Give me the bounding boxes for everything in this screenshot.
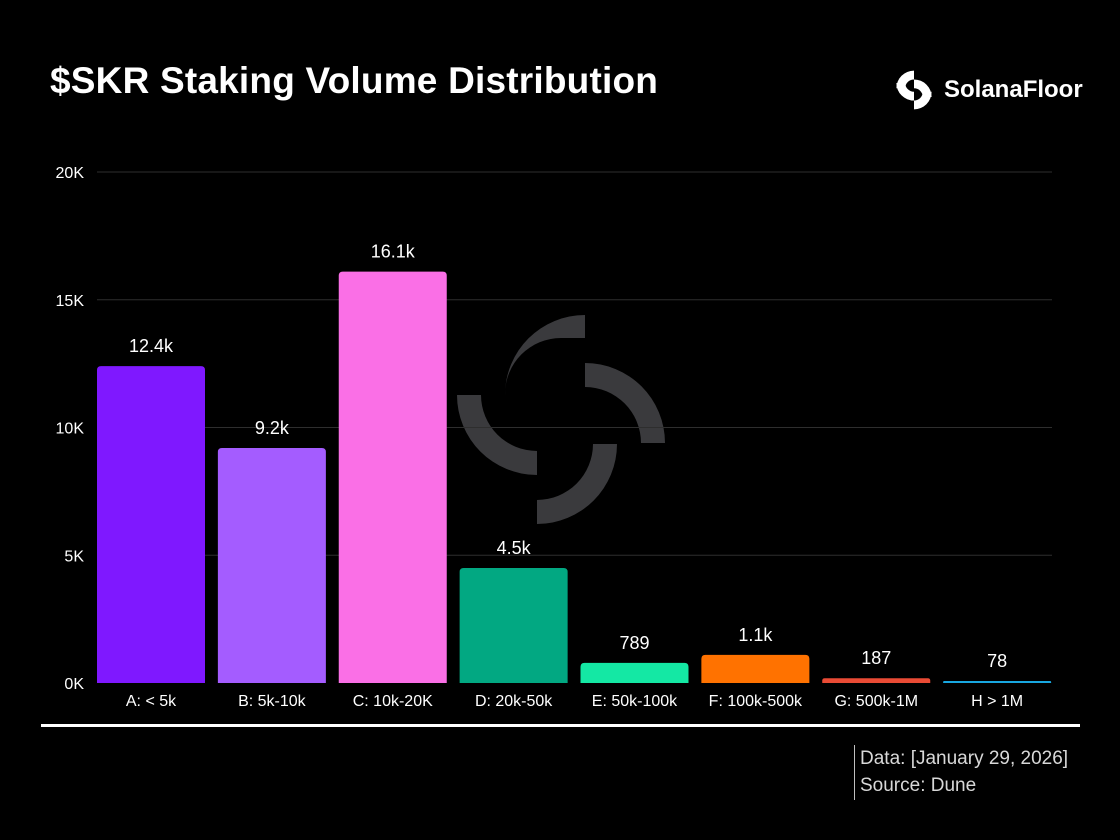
solanafloor-logo-icon — [896, 70, 932, 110]
footer-source: Data: [January 29, 2026] Source: Dune — [854, 745, 1068, 800]
brand-logo: SolanaFloor — [892, 68, 1083, 112]
data-date: Data: [January 29, 2026] — [860, 748, 1069, 769]
bar — [580, 662, 689, 683]
x-tick-label: C: 10k-20K — [353, 693, 433, 710]
y-tick-label: 15K — [56, 293, 85, 310]
bar-value-label: 1.1k — [738, 625, 773, 645]
bar — [701, 654, 810, 683]
bar — [338, 271, 447, 683]
brand-name: SolanaFloor — [944, 76, 1083, 103]
y-tick-label: 10K — [56, 421, 85, 438]
y-tick-label: 20K — [56, 165, 85, 182]
y-axis: 0K 5K 10K 15K 20K — [56, 165, 85, 693]
x-tick-label: B: 5k-10k — [238, 693, 307, 710]
x-tick-label: H > 1M — [971, 693, 1023, 710]
x-tick-label: F: 100k-500k — [709, 693, 803, 710]
bar-value-label: 12.4k — [129, 336, 174, 356]
chart-title: $SKR Staking Volume Distribution — [50, 60, 659, 101]
bar — [459, 568, 568, 683]
footer-divider — [41, 724, 1080, 727]
y-tick-label: 0K — [64, 676, 84, 693]
x-tick-label: D: 20k-50k — [475, 693, 553, 710]
bar-value-label: 9.2k — [255, 418, 290, 438]
bar-value-label: 4.5k — [497, 538, 532, 558]
x-axis: A: < 5k B: 5k-10k C: 10k-20K D: 20k-50k E: 5… — [126, 693, 1023, 710]
bar-value-label: 78 — [987, 651, 1007, 671]
bar — [217, 447, 326, 683]
y-tick-label: 5K — [64, 548, 84, 565]
bar — [822, 678, 931, 683]
bar-value-label: 16.1k — [371, 242, 416, 262]
source-credit: Source: Dune — [860, 775, 977, 796]
watermark-logo-icon — [457, 315, 665, 524]
x-tick-label: E: 50k-100k — [592, 693, 678, 710]
bars — [97, 271, 1052, 683]
x-tick-label: G: 500k-1M — [834, 693, 918, 710]
bar — [943, 681, 1052, 683]
x-tick-label: A: < 5k — [126, 693, 177, 710]
bar-value-label: 187 — [861, 648, 891, 668]
bar-value-labels: 12.4k 9.2k 16.1k 4.5k 789 1.1k 187 78 — [129, 242, 1007, 671]
bar — [97, 366, 205, 683]
bar-value-label: 789 — [619, 633, 649, 653]
